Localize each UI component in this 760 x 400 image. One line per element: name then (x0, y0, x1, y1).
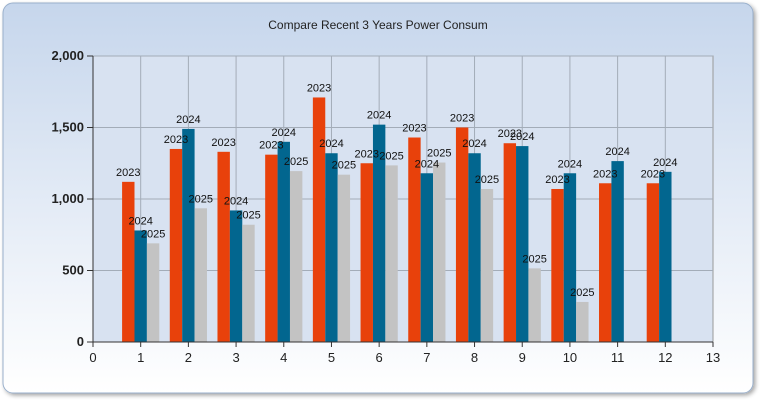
bar-2024-2 (182, 128, 195, 342)
bar-2025-8 (480, 188, 494, 342)
data-label-2024: 2024 (462, 138, 486, 150)
data-label-2025: 2025 (475, 174, 499, 186)
data-label-2023: 2023 (259, 140, 283, 152)
bar-2023-1 (122, 181, 135, 342)
bar-2025-5 (337, 174, 351, 342)
data-label-2023: 2023 (498, 128, 522, 140)
bar-2025-4 (289, 171, 303, 342)
y-tick-label: 500 (62, 263, 84, 278)
bar-2023-8 (455, 127, 469, 342)
data-label-2024: 2024 (558, 158, 582, 170)
data-labels: 2023 2023 2023 2023 2023 2023 2023 2023 2023 2023… (116, 82, 677, 298)
data-label-2023: 2023 (450, 113, 474, 125)
bar-2023-12 (646, 183, 660, 342)
bars (122, 97, 672, 342)
data-label-2025: 2025 (427, 148, 451, 160)
data-label-2024: 2024 (653, 157, 677, 169)
x-tick-label: 7 (423, 350, 430, 365)
data-label-2025: 2025 (379, 150, 403, 162)
data-label-2023: 2023 (545, 174, 569, 186)
x-tick-label: 13 (706, 350, 720, 365)
y-tick-label: 1,000 (51, 191, 84, 206)
bar-2023-9 (503, 143, 517, 342)
bar-2025-7 (433, 162, 446, 342)
x-tick-label: 12 (658, 350, 672, 365)
data-label-2023: 2023 (402, 123, 426, 135)
bar-2024-9 (516, 146, 529, 342)
bar-2023-5 (312, 97, 326, 342)
data-label-2023: 2023 (355, 148, 379, 160)
data-label-2025: 2025 (189, 193, 213, 205)
bar-2025-1 (146, 243, 160, 342)
data-label-2024: 2024 (319, 138, 343, 150)
x-tick-label: 11 (611, 350, 625, 365)
bar-2024-11 (611, 161, 624, 342)
bar-2023-3 (217, 151, 230, 342)
data-label-2025: 2025 (522, 253, 546, 265)
x-tick-label: 5 (328, 350, 335, 365)
x-tick-label: 8 (471, 350, 478, 365)
x-tick-label: 9 (519, 350, 526, 365)
bar-2024-5 (325, 153, 338, 342)
y-tick-label: 2,000 (51, 48, 84, 63)
bar-2024-6 (372, 124, 386, 342)
bar-2024-12 (659, 171, 672, 342)
bar-2023-10 (551, 188, 564, 342)
y-tick-label: 1,500 (51, 120, 84, 135)
data-label-2023: 2023 (211, 137, 235, 149)
bar-2024-7 (420, 173, 434, 342)
bar-2025-9 (528, 268, 541, 342)
bar-2023-4 (265, 154, 278, 342)
data-label-2025: 2025 (236, 210, 260, 222)
bar-2025-6 (385, 165, 398, 342)
bar-2023-11 (599, 183, 612, 342)
data-label-2024: 2024 (510, 131, 534, 143)
data-label-2023: 2023 (164, 134, 188, 146)
bar-2023-2 (169, 148, 183, 342)
bar-2025-2 (194, 208, 207, 342)
data-label-2025: 2025 (570, 287, 594, 299)
bar-2025-10 (576, 301, 589, 342)
bar-2024-4 (277, 141, 290, 342)
data-label-2023: 2023 (593, 168, 617, 180)
x-tick-label: 3 (232, 350, 239, 365)
x-tick-label: 6 (376, 350, 383, 365)
data-label-2023: 2023 (116, 167, 140, 179)
bar-2024-8 (468, 153, 481, 342)
bar-2025-3 (242, 224, 255, 342)
bar-2023-6 (360, 163, 373, 342)
chart-title: Compare Recent 3 Years Power Consum (268, 18, 487, 32)
bar-2024-1 (134, 230, 147, 342)
data-label-2023: 2023 (641, 168, 665, 180)
data-label-2023: 2023 (307, 82, 331, 94)
data-label-2025: 2025 (284, 156, 308, 168)
x-tick-label: 1 (137, 350, 144, 365)
data-label-2024: 2024 (272, 127, 296, 139)
data-label-2025: 2025 (332, 160, 356, 172)
data-label-2024: 2024 (605, 146, 629, 158)
data-label-2024: 2024 (176, 114, 200, 126)
data-label-2024: 2024 (367, 110, 391, 122)
bar-2024-10 (563, 173, 577, 342)
bar-2024-3 (229, 210, 243, 342)
data-label-2024: 2024 (128, 215, 152, 227)
x-tick-label: 2 (185, 350, 192, 365)
x-tick-label: 10 (563, 350, 577, 365)
data-label-2024: 2024 (415, 158, 439, 170)
data-label-2024: 2024 (224, 195, 248, 207)
data-label-2025: 2025 (141, 228, 165, 240)
y-tick-label: 0 (77, 334, 84, 349)
x-tick-label: 4 (280, 350, 287, 365)
x-tick-label: 0 (89, 350, 96, 365)
bar-2023-7 (408, 137, 421, 342)
